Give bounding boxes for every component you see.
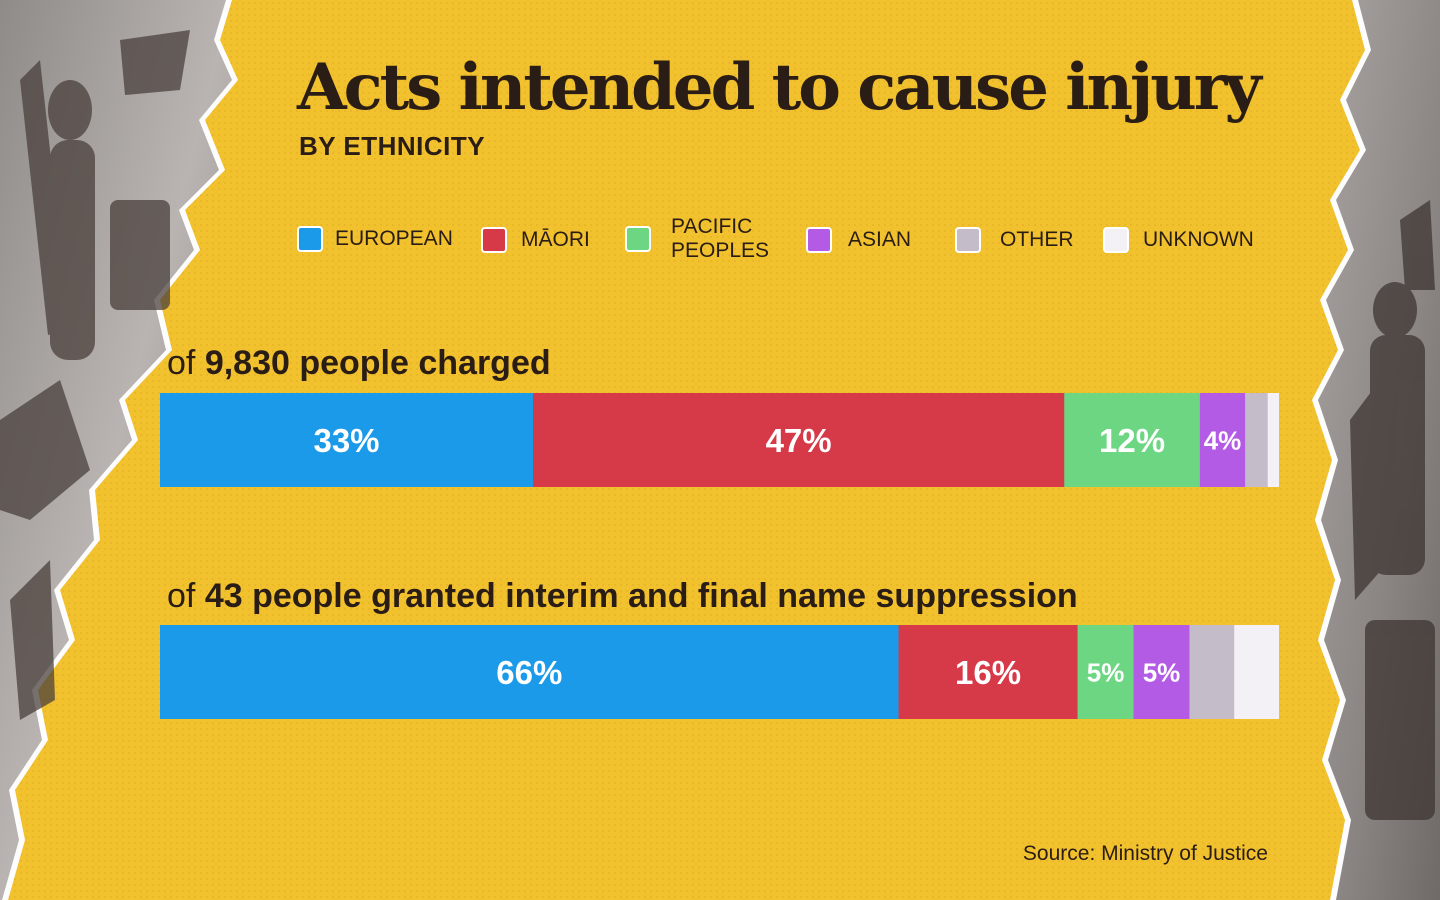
bar-heading-bold: 43 people granted interim and final name…: [204, 577, 1078, 615]
bar-heading-prefix: of: [167, 344, 196, 382]
bar-segment-maori: [533, 393, 1065, 487]
bar-heading-prefix: of: [167, 577, 196, 615]
legend-item-unknown: UNKNOWN: [1103, 227, 1263, 253]
bar-segment-european: [160, 625, 900, 719]
legend-swatch-maori: [481, 227, 507, 253]
bar-segment-label-asian: 5%: [1143, 657, 1181, 687]
bar-segment-european: [160, 393, 534, 487]
legend-label-maori: MĀORI: [521, 228, 590, 251]
source-note: Source: Ministry of Justice: [1022, 842, 1268, 865]
bar-heading-charged: of 9,830 people charged: [167, 344, 551, 383]
bar-segment-unknown: [1267, 393, 1279, 487]
legend-swatch-pacific-peoples: [625, 226, 651, 252]
stacked-bar-charged: 33% 47% 12% 4%: [160, 393, 1279, 487]
legend-item-maori: MĀORI: [481, 227, 641, 253]
legend-item-other: OTHER: [955, 227, 1120, 253]
bar-segment-label-european: 66%: [496, 654, 562, 691]
bar-segment-other: [1189, 625, 1235, 719]
bar-segment-pacific-peoples: [1077, 625, 1135, 719]
bar-segment-asian: [1199, 393, 1246, 487]
legend-swatch-european: [297, 226, 323, 252]
stacked-bar-svg-charged: 33% 47% 12% 4%: [160, 393, 1279, 487]
bar-segment-unknown: [1234, 625, 1279, 719]
legend-label-pacific-peoples: PACIFIC PEOPLES: [671, 215, 770, 262]
bar-segment-label-european: 33%: [313, 422, 379, 459]
bar-segment-label-pacific-peoples: 12%: [1099, 422, 1165, 459]
bar-heading-suppression: of 43 people granted interim and final n…: [167, 577, 1078, 616]
legend-label-european: EUROPEAN: [335, 227, 453, 250]
legend-item-european: EUROPEAN: [297, 226, 455, 252]
legend-swatch-asian: [806, 227, 832, 253]
legend-item-asian: ASIAN: [806, 227, 968, 253]
bar-segment-label-asian: 4%: [1204, 425, 1242, 455]
legend-label-asian: ASIAN: [848, 228, 912, 251]
torn-photo-left: [0, 0, 238, 900]
bar-segment-other: [1245, 393, 1269, 487]
legend-label-unknown: UNKNOWN: [1143, 228, 1254, 251]
legend-label-other: OTHER: [1000, 228, 1074, 251]
bar-segment-asian: [1133, 625, 1190, 719]
bar-segment-label-maori: 16%: [955, 654, 1021, 691]
legend-swatch-other: [955, 227, 981, 253]
bar-segment-label-pacific-peoples: 5%: [1087, 657, 1125, 687]
bar-heading-bold: 9,830 people charged: [204, 344, 551, 382]
bar-segment-maori: [898, 625, 1079, 719]
bar-segment-pacific-peoples: [1064, 393, 1201, 487]
chart-subtitle: BY ETHNICITY: [299, 131, 486, 161]
stacked-bar-suppression: 66% 16% 5% 5%: [160, 625, 1279, 719]
legend-item-pacific-peoples: PACIFIC PEOPLES: [625, 215, 776, 263]
bar-segment-label-maori: 47%: [766, 422, 832, 459]
chart-title: Acts intended to cause injury: [297, 50, 1262, 125]
torn-photo-right: [1312, 0, 1440, 900]
stacked-bar-svg-suppression: 66% 16% 5% 5%: [160, 625, 1279, 719]
legend-swatch-unknown: [1103, 227, 1129, 253]
